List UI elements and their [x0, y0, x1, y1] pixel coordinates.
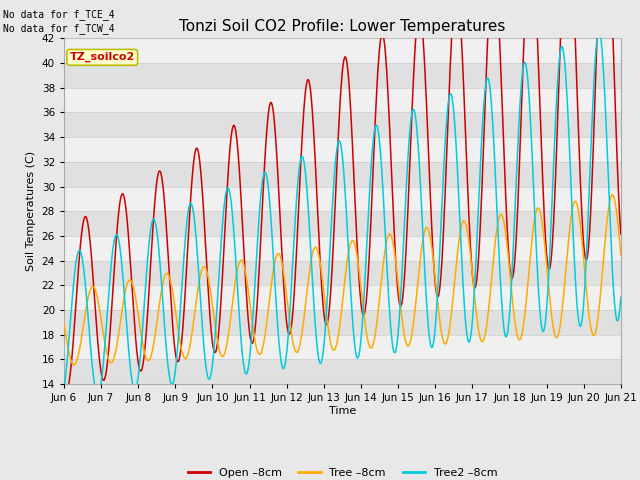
- Bar: [64, 360, 621, 384]
- Bar: [64, 162, 621, 187]
- Bar: [64, 187, 621, 211]
- Bar: [64, 310, 621, 335]
- X-axis label: Time: Time: [329, 406, 356, 416]
- Text: No data for f_TCW_4: No data for f_TCW_4: [3, 23, 115, 34]
- Bar: [64, 211, 621, 236]
- Bar: [64, 137, 621, 162]
- Legend: Open –8cm, Tree –8cm, Tree2 –8cm: Open –8cm, Tree –8cm, Tree2 –8cm: [183, 463, 502, 480]
- Text: No data for f_TCE_4: No data for f_TCE_4: [3, 9, 115, 20]
- Title: Tonzi Soil CO2 Profile: Lower Temperatures: Tonzi Soil CO2 Profile: Lower Temperatur…: [179, 20, 506, 35]
- Text: TZ_soilco2: TZ_soilco2: [70, 52, 135, 62]
- Bar: [64, 261, 621, 285]
- Bar: [64, 285, 621, 310]
- Y-axis label: Soil Temperatures (C): Soil Temperatures (C): [26, 151, 36, 271]
- Bar: [64, 236, 621, 261]
- Bar: [64, 38, 621, 63]
- Bar: [64, 88, 621, 112]
- Bar: [64, 335, 621, 360]
- Bar: [64, 63, 621, 88]
- Bar: [64, 112, 621, 137]
